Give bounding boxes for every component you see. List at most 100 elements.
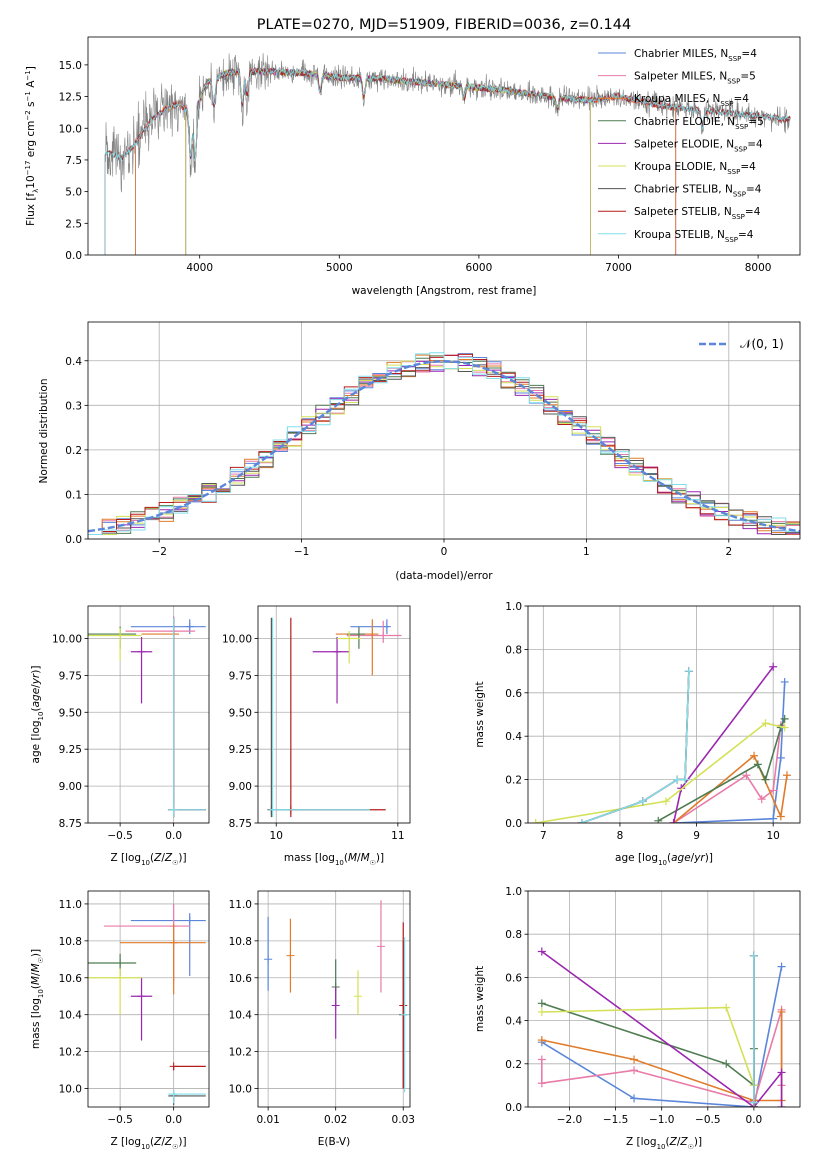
y-tick-label: 10.0 xyxy=(59,1084,82,1096)
weight-marker xyxy=(537,999,546,1008)
axes-frame xyxy=(257,605,411,824)
x-tick-label: 9 xyxy=(693,830,700,842)
weight-marker xyxy=(684,667,693,676)
y-tick-label: 9.50 xyxy=(59,707,82,719)
x-tick-label: 6000 xyxy=(466,262,493,274)
x-tick-label: 0.0 xyxy=(165,1114,182,1126)
point-marker xyxy=(331,1001,340,1010)
x-tick-label: 0.03 xyxy=(392,1114,415,1126)
x-tick-label: −0.5 xyxy=(107,1114,133,1126)
legend-label: Kroupa STELIB, NSSP=4 xyxy=(634,229,754,244)
point-marker xyxy=(116,959,125,967)
x-tick-label: 0.02 xyxy=(324,1114,347,1126)
y-tick-label: 0.8 xyxy=(505,644,522,656)
weight-marker xyxy=(661,797,670,806)
point-marker xyxy=(169,1090,178,1099)
weight-marker xyxy=(753,760,762,769)
axes-spectrum: 4000 5000 6000 7000 8000 0.0 2.5 5.0 7.5 10.0 12.5… xyxy=(59,36,801,274)
x-axis-label: mass [log10(M/M☉)] xyxy=(284,852,384,867)
axes-mass-vs-Z: −0.5 0.0 10.0 10.2 10.4 10.6 10.8 11.0 xyxy=(59,890,210,1126)
y-tick-label: 10.00 xyxy=(52,633,82,645)
errorbar-chabrier-miles xyxy=(264,916,273,991)
point-marker xyxy=(354,630,363,639)
errorbar-kroupa-miles xyxy=(120,924,206,995)
legend-label: Chabrier ELODIE, NSSP=5 xyxy=(634,116,764,131)
errorbar-salpeter-elodie xyxy=(331,987,340,1039)
y-tick-label: 1.0 xyxy=(505,601,522,613)
y-tick-label: 0.0 xyxy=(65,534,82,546)
weight-marker xyxy=(777,1068,786,1077)
y-tick-label: 0.4 xyxy=(505,731,522,743)
weight-marker xyxy=(537,1079,546,1088)
weight-marker xyxy=(577,819,586,823)
point-marker xyxy=(400,1010,409,1019)
errorbar-salpeter-elodie xyxy=(312,637,350,704)
y-tick-label: 0.0 xyxy=(505,1102,522,1114)
y-tick-label: 10.6 xyxy=(229,973,253,985)
legend-label: Kroupa ELODIE, NSSP=4 xyxy=(634,161,756,176)
y-tick-label: 0.1 xyxy=(65,489,82,501)
y-axis-label: Flux [fλ10−17 erg cm−2 s−1 A−1] xyxy=(24,66,40,226)
axes-age-vs-Z: −0.5 0.0 8.75 9.00 9.25 9.50 9.75 10.00 xyxy=(52,605,210,842)
y-tick-label: 0.2 xyxy=(65,445,82,457)
y-tick-label: 10.8 xyxy=(59,936,82,948)
axis-residuals: −2 −1 0 1 2 0.0 0.1 0.2 0.3 0.4 xyxy=(65,321,801,558)
y-tick-label: 10.8 xyxy=(229,936,252,948)
point-marker xyxy=(169,805,178,814)
x-tick-label: −1 xyxy=(294,546,309,558)
weight-marker xyxy=(757,795,766,804)
point-marker xyxy=(399,1001,408,1010)
weight-marker xyxy=(673,775,682,784)
weight-series-chabrier-elodie xyxy=(654,714,789,823)
x-tick-label: 10 xyxy=(270,830,283,842)
weight-marker xyxy=(761,775,770,784)
weight-marker xyxy=(780,723,789,732)
x-axis-label: Z [log10(Z/Z☉)] xyxy=(626,1136,702,1151)
plot-area-age-vs-Z xyxy=(88,616,206,818)
y-tick-label: 0.2 xyxy=(505,775,522,787)
errorbar-kroupa-elodie xyxy=(353,970,362,1015)
y-tick-label: 0.0 xyxy=(505,818,522,830)
axes-frame xyxy=(527,890,801,1108)
weight-series-kroupa-stelib xyxy=(749,951,758,1107)
y-tick-label: 0.8 xyxy=(505,929,522,941)
weight-marker xyxy=(537,1007,546,1016)
x-tick-label: 4000 xyxy=(186,262,213,274)
errorbar-chabrier-elodie xyxy=(88,626,137,649)
residual-legend: 𝒩(0, 1) xyxy=(699,337,784,351)
weight-marker xyxy=(722,1059,731,1068)
weight-marker xyxy=(742,771,751,780)
y-tick-label: 8.75 xyxy=(229,818,252,830)
weight-line xyxy=(581,671,690,823)
axes-frame xyxy=(527,605,801,824)
weight-line xyxy=(541,966,783,1107)
weight-marker xyxy=(777,1103,786,1107)
x-tick-label: 0.01 xyxy=(256,1114,279,1126)
y-tick-label: 7.5 xyxy=(65,155,82,167)
axes-residuals: −2 −1 0 1 2 0.0 0.1 0.2 0.3 0.4 xyxy=(65,321,801,558)
errorbar-kroupa-elodie xyxy=(337,631,362,664)
plot-area-residuals xyxy=(88,352,800,539)
legend-label: Chabrier STELIB, NSSP=4 xyxy=(634,184,762,199)
y-tick-label: 12.5 xyxy=(59,92,82,104)
weight-marker xyxy=(769,662,778,671)
point-marker xyxy=(137,647,146,656)
errorbar-kroupa-stelib xyxy=(168,617,206,818)
weight-line xyxy=(581,671,690,823)
point-marker xyxy=(116,631,125,640)
x-axis-label: wavelength [Angstrom, rest frame] xyxy=(352,285,537,297)
y-tick-label: 11.0 xyxy=(59,899,82,911)
point-marker xyxy=(169,938,178,947)
point-marker xyxy=(382,622,391,631)
y-tick-label: 9.00 xyxy=(229,781,252,793)
y-tick-label: 0.0 xyxy=(65,250,82,262)
x-tick-label: −0.5 xyxy=(107,830,133,842)
point-marker xyxy=(286,951,295,960)
legend-label: Kroupa MILES, NSSP=4 xyxy=(634,93,749,108)
x-tick-label: −2.0 xyxy=(557,1114,583,1126)
legend-label: Chabrier MILES, NSSP=4 xyxy=(634,48,757,63)
axes-weight-vs-Z: −2.0 −1.5 −1.0 −0.5 0.0 0.0 0.2 0.4 0.6 0.8 1.0 xyxy=(505,886,801,1126)
point-marker xyxy=(376,942,385,951)
x-tick-label: 8000 xyxy=(745,262,772,274)
weight-marker xyxy=(749,1098,758,1107)
